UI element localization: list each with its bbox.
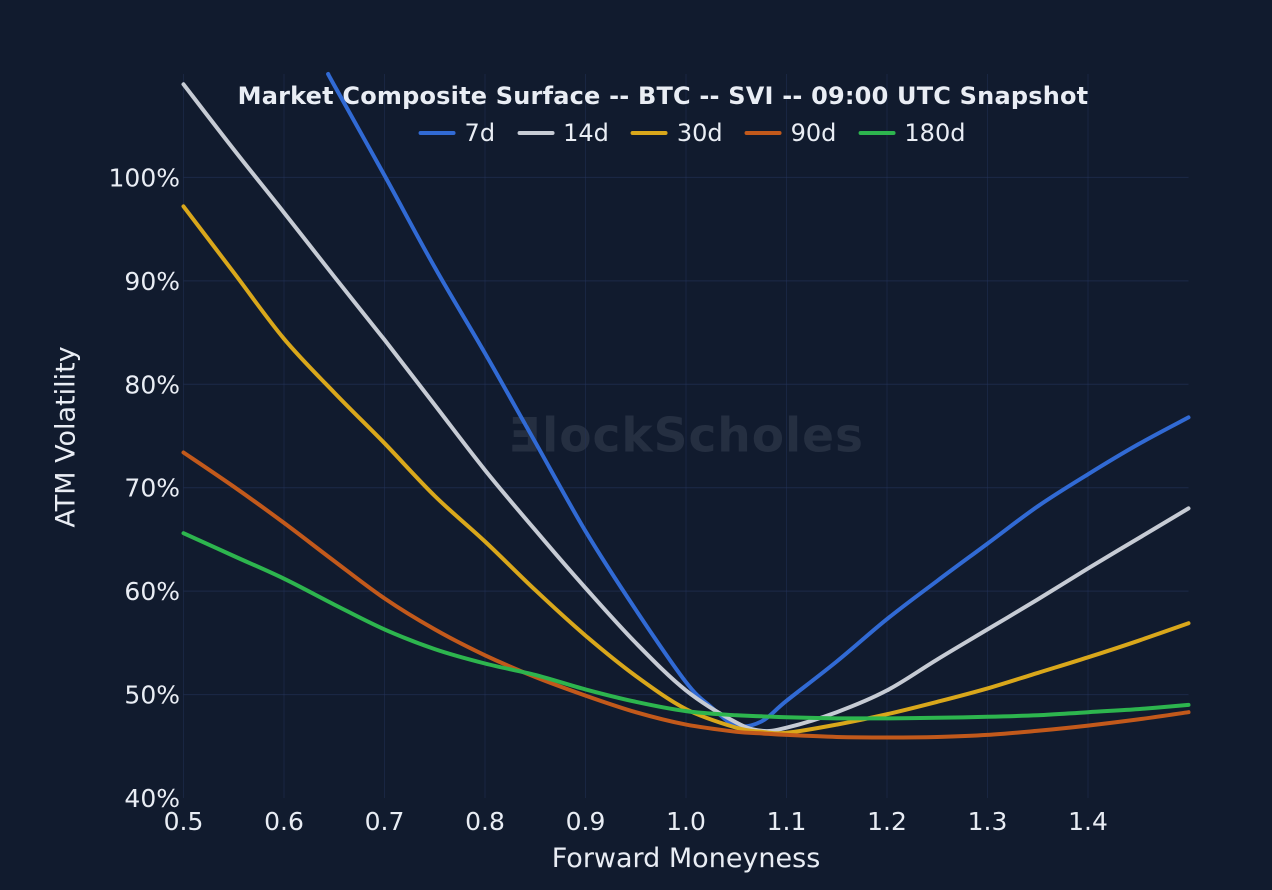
legend-swatch-7d [418, 131, 456, 135]
x-tick-label-1.2: 1.2 [867, 807, 907, 836]
y-tick-label-100%: 100% [109, 163, 180, 192]
legend-swatch-90d [744, 131, 782, 135]
y-tick-label-50%: 50% [124, 681, 180, 710]
x-tick-label-0.9: 0.9 [566, 807, 606, 836]
legend-item-30d: 30d [630, 119, 723, 147]
legend-item-90d: 90d [744, 119, 837, 147]
legend-item-14d: 14d [517, 119, 609, 147]
watermark-text: lockScholes [542, 408, 865, 464]
x-tick-label-1.3: 1.3 [968, 807, 1008, 836]
blockscholes-logo-icon: Ǝ [507, 408, 542, 464]
y-tick-label-60%: 60% [124, 577, 180, 606]
series-line-180d [181, 531, 1191, 721]
legend-label-7d: 7d [464, 119, 496, 147]
series-line-14d [181, 82, 1191, 734]
chart-title: Market Composite Surface -- BTC -- SVI -… [237, 82, 1089, 110]
legend-item-7d: 7d [418, 119, 496, 147]
series-line-7d [326, 71, 1191, 729]
x-tick-label-1.1: 1.1 [767, 807, 807, 836]
x-tick-label-0.6: 0.6 [264, 807, 304, 836]
legend-label-180d: 180d [904, 119, 966, 147]
x-tick-label-0.8: 0.8 [465, 807, 505, 836]
legend-swatch-30d [630, 131, 668, 135]
x-tick-label-0.7: 0.7 [365, 807, 405, 836]
legend-label-90d: 90d [790, 119, 837, 147]
legend-swatch-180d [858, 131, 896, 135]
watermark: ƎlockScholes [508, 409, 864, 464]
legend-label-30d: 30d [676, 119, 723, 147]
legend-swatch-14d [517, 131, 555, 135]
legend-label-14d: 14d [563, 119, 609, 147]
y-tick-label-80%: 80% [124, 370, 180, 399]
y-tick-label-40%: 40% [124, 784, 180, 813]
x-tick-label-1.4: 1.4 [1068, 807, 1108, 836]
y-axis-title: ATM Volatility [50, 346, 82, 528]
x-axis-title: Forward Moneyness [551, 843, 821, 874]
series-line-90d [181, 450, 1191, 740]
y-tick-label-90%: 90% [124, 267, 180, 296]
x-tick-label-1.0: 1.0 [666, 807, 706, 836]
x-tick-label-0.5: 0.5 [164, 807, 204, 836]
legend-item-180d: 180d [858, 119, 965, 147]
chart-legend: 7d 14d 30d 90d 180d [418, 119, 965, 147]
y-tick-label-70%: 70% [124, 474, 180, 503]
